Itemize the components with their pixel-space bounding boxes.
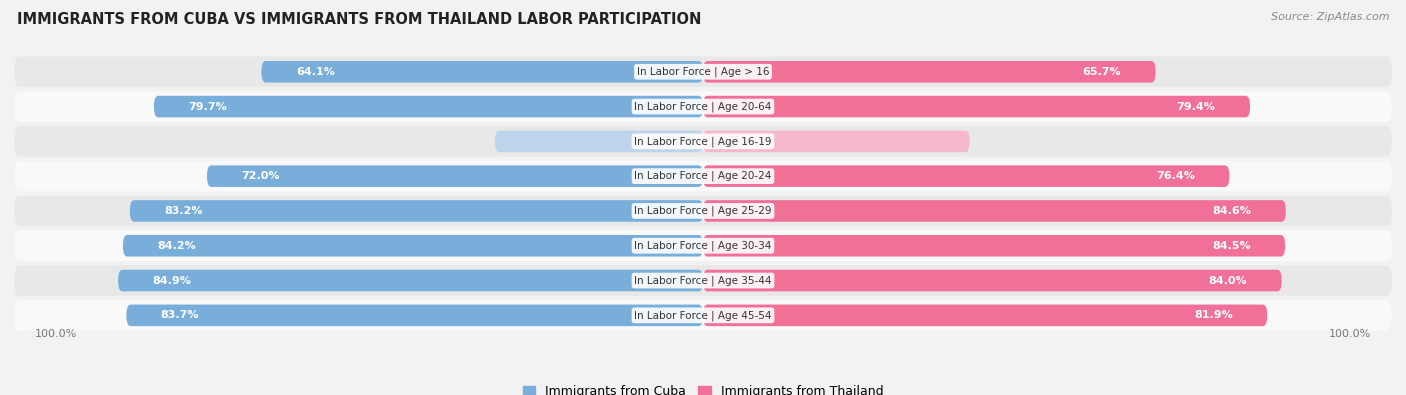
Text: 79.4%: 79.4% (1177, 102, 1216, 111)
Text: 83.7%: 83.7% (160, 310, 200, 320)
FancyBboxPatch shape (495, 131, 703, 152)
FancyBboxPatch shape (703, 166, 1229, 187)
Text: 84.6%: 84.6% (1212, 206, 1251, 216)
Text: 64.1%: 64.1% (295, 67, 335, 77)
FancyBboxPatch shape (262, 61, 703, 83)
FancyBboxPatch shape (14, 56, 1392, 87)
FancyBboxPatch shape (14, 230, 1392, 261)
Text: 38.7%: 38.7% (710, 136, 745, 147)
Text: 81.9%: 81.9% (1194, 310, 1233, 320)
FancyBboxPatch shape (703, 96, 1250, 117)
FancyBboxPatch shape (703, 131, 970, 152)
Text: In Labor Force | Age 20-64: In Labor Force | Age 20-64 (634, 101, 772, 112)
Legend: Immigrants from Cuba, Immigrants from Thailand: Immigrants from Cuba, Immigrants from Th… (523, 385, 883, 395)
Text: 84.2%: 84.2% (157, 241, 195, 251)
Text: 84.9%: 84.9% (152, 276, 191, 286)
Text: In Labor Force | Age 30-34: In Labor Force | Age 30-34 (634, 241, 772, 251)
Text: Source: ZipAtlas.com: Source: ZipAtlas.com (1271, 12, 1389, 22)
FancyBboxPatch shape (153, 96, 703, 117)
FancyBboxPatch shape (703, 61, 1156, 83)
Text: In Labor Force | Age 25-29: In Labor Force | Age 25-29 (634, 206, 772, 216)
FancyBboxPatch shape (122, 235, 703, 256)
Text: 30.2%: 30.2% (661, 136, 696, 147)
FancyBboxPatch shape (14, 265, 1392, 296)
FancyBboxPatch shape (703, 270, 1282, 292)
Text: 84.0%: 84.0% (1209, 276, 1247, 286)
Text: IMMIGRANTS FROM CUBA VS IMMIGRANTS FROM THAILAND LABOR PARTICIPATION: IMMIGRANTS FROM CUBA VS IMMIGRANTS FROM … (17, 12, 702, 27)
Text: 72.0%: 72.0% (242, 171, 280, 181)
Text: 84.5%: 84.5% (1212, 241, 1251, 251)
Text: In Labor Force | Age > 16: In Labor Force | Age > 16 (637, 66, 769, 77)
Text: In Labor Force | Age 20-24: In Labor Force | Age 20-24 (634, 171, 772, 181)
FancyBboxPatch shape (14, 126, 1392, 157)
FancyBboxPatch shape (14, 196, 1392, 226)
Text: 79.7%: 79.7% (188, 102, 228, 111)
Text: In Labor Force | Age 45-54: In Labor Force | Age 45-54 (634, 310, 772, 321)
FancyBboxPatch shape (129, 200, 703, 222)
FancyBboxPatch shape (703, 305, 1267, 326)
FancyBboxPatch shape (703, 235, 1285, 256)
FancyBboxPatch shape (207, 166, 703, 187)
FancyBboxPatch shape (14, 300, 1392, 331)
FancyBboxPatch shape (14, 91, 1392, 122)
Text: 76.4%: 76.4% (1156, 171, 1195, 181)
FancyBboxPatch shape (118, 270, 703, 292)
Text: 100.0%: 100.0% (1329, 329, 1371, 339)
Text: In Labor Force | Age 16-19: In Labor Force | Age 16-19 (634, 136, 772, 147)
Text: In Labor Force | Age 35-44: In Labor Force | Age 35-44 (634, 275, 772, 286)
Text: 83.2%: 83.2% (165, 206, 202, 216)
FancyBboxPatch shape (127, 305, 703, 326)
FancyBboxPatch shape (14, 161, 1392, 192)
Text: 65.7%: 65.7% (1083, 67, 1121, 77)
FancyBboxPatch shape (703, 200, 1286, 222)
Text: 100.0%: 100.0% (35, 329, 77, 339)
